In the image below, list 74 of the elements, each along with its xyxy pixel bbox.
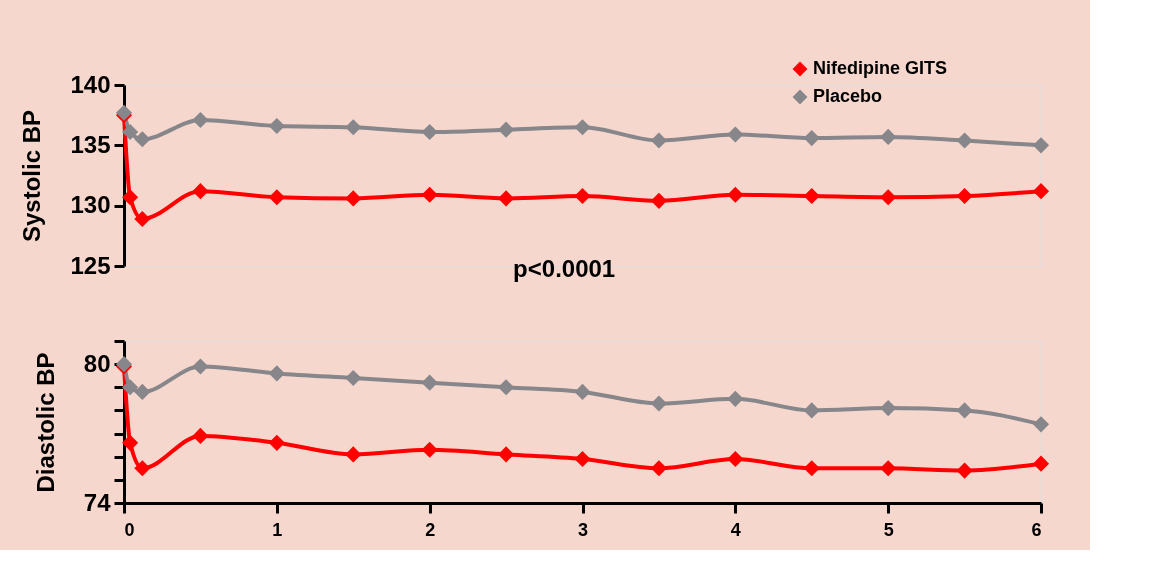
point	[134, 460, 151, 477]
point	[574, 383, 591, 400]
point	[421, 186, 438, 203]
point	[727, 126, 744, 143]
point	[345, 119, 362, 136]
point	[1032, 137, 1050, 154]
point	[574, 187, 591, 205]
y-tick-label: 140	[70, 70, 111, 98]
point	[421, 124, 438, 141]
point	[122, 124, 139, 141]
point	[134, 383, 151, 400]
point	[421, 374, 438, 391]
x-tick-label: 5	[883, 519, 894, 540]
point	[803, 130, 820, 147]
point	[122, 189, 139, 206]
point	[268, 434, 285, 451]
point	[498, 190, 515, 207]
point	[956, 187, 973, 205]
y-tick-label: 135	[70, 130, 111, 158]
x-tick-label: 2	[425, 519, 436, 540]
point	[345, 190, 362, 207]
point	[268, 189, 285, 206]
point	[122, 434, 139, 451]
point	[650, 132, 667, 149]
annotation: p<0.0001	[513, 255, 616, 282]
legend-label: Placebo	[813, 86, 883, 106]
point	[956, 402, 973, 419]
point	[880, 460, 897, 477]
point	[880, 400, 897, 417]
y-tick-label: 74	[83, 488, 112, 516]
point	[498, 121, 515, 138]
point	[192, 427, 209, 444]
point	[727, 450, 744, 468]
x-tick-label: 4	[730, 519, 741, 540]
legend-label: Nifedipine GITS	[813, 58, 948, 78]
point	[421, 441, 438, 458]
x-tick-label: 1	[272, 519, 283, 540]
point	[1032, 183, 1050, 200]
point	[956, 132, 973, 149]
point	[498, 379, 515, 396]
point	[1032, 455, 1050, 472]
point	[727, 390, 744, 407]
point	[134, 210, 151, 227]
point	[192, 358, 209, 375]
point	[268, 117, 285, 135]
point	[192, 183, 209, 200]
point	[650, 395, 667, 412]
point	[803, 187, 820, 205]
point	[345, 369, 362, 387]
y-tick-label: 125	[70, 251, 111, 279]
y-axis-title: Systolic BP	[18, 109, 46, 243]
point	[192, 111, 209, 129]
point	[574, 450, 591, 468]
point	[122, 379, 139, 396]
point	[498, 446, 515, 463]
x-tick-label: 6	[1031, 519, 1042, 540]
point	[803, 460, 820, 477]
point	[803, 402, 820, 419]
point	[727, 186, 744, 203]
point	[956, 462, 973, 479]
x-tick-label: 0	[124, 519, 135, 540]
point	[880, 189, 897, 206]
x-tick-label: 3	[577, 519, 589, 540]
point	[268, 365, 285, 382]
point	[574, 119, 591, 136]
y-axis-title: Diastolic BP	[31, 352, 59, 493]
point	[1032, 416, 1050, 433]
point	[650, 192, 667, 209]
point	[345, 446, 362, 463]
y-tick-label: 130	[70, 191, 111, 219]
point	[650, 460, 667, 477]
y-tick-label: 80	[83, 349, 111, 377]
point	[880, 128, 897, 145]
point	[134, 131, 151, 148]
